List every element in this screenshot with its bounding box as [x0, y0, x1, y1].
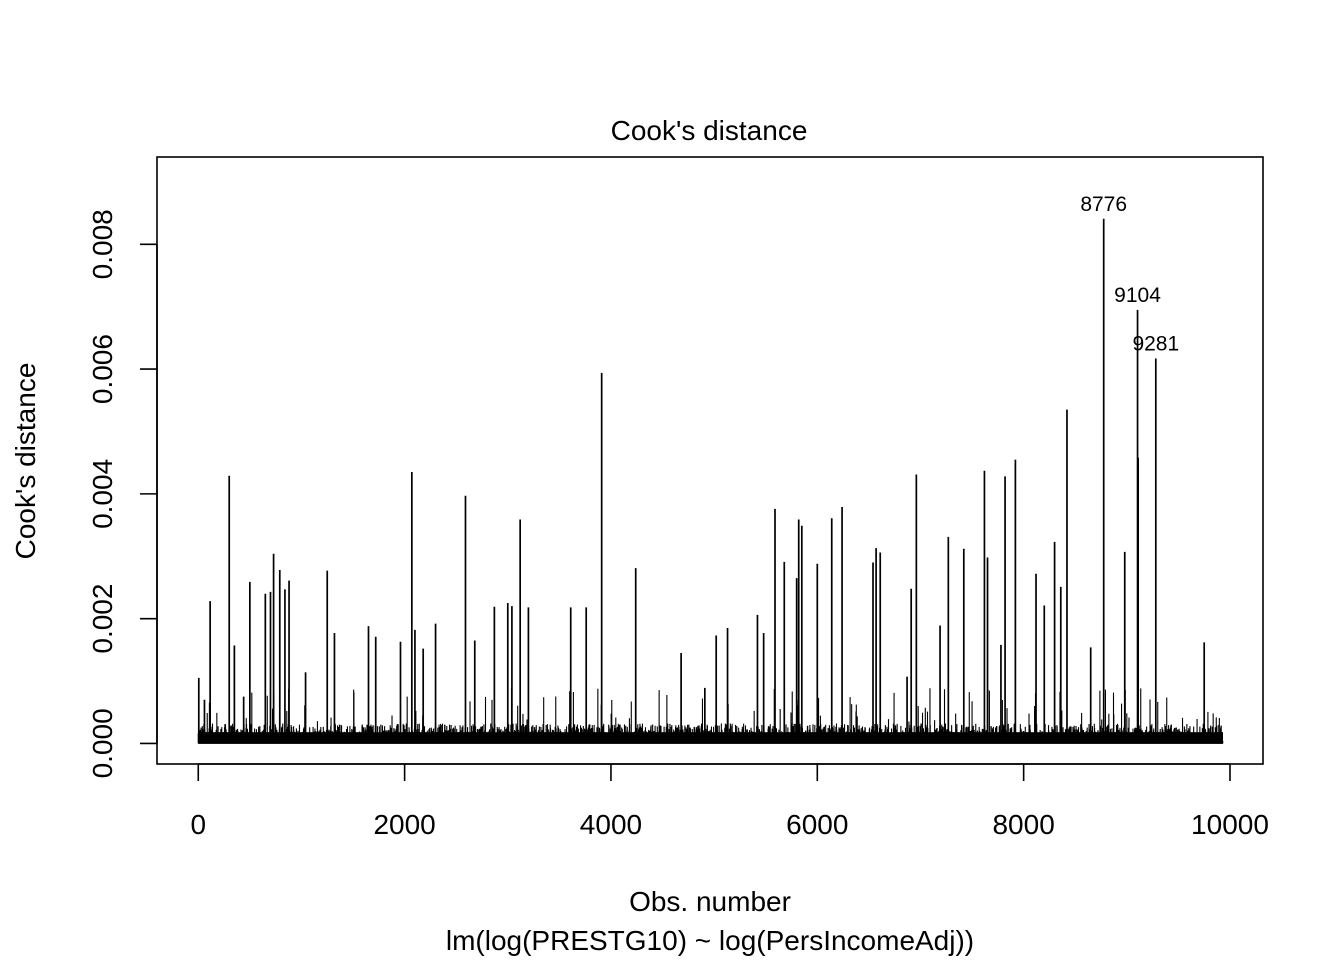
y-tick-label: 0.004 [87, 459, 118, 529]
observation-label: 8776 [1080, 193, 1127, 216]
plot-frame [156, 156, 1264, 765]
x-tick-label: 10000 [1191, 809, 1269, 840]
y-tick-label: 0.000 [87, 708, 118, 778]
point-labels: 8776 9104 9281 [1080, 193, 1179, 356]
model-formula: lm(log(PRESTG10) ~ log(PersIncomeAdj)) [446, 925, 974, 956]
bars-group [197, 218, 1224, 744]
x-tick-label: 2000 [373, 809, 435, 840]
y-tick-label: 0.006 [87, 334, 118, 404]
observation-label: 9281 [1132, 333, 1179, 356]
x-tick-label: 6000 [786, 809, 848, 840]
x-axis: 0 2000 4000 6000 8000 10000 [190, 763, 1269, 840]
y-tick-label: 0.002 [87, 584, 118, 654]
observation-label: 9104 [1114, 284, 1161, 307]
x-tick-label: 0 [190, 809, 206, 840]
y-axis-label: Cook's distance [10, 363, 41, 560]
x-tick-label: 4000 [580, 809, 642, 840]
chart-title: Cook's distance [611, 115, 808, 146]
observation-baseline [198, 732, 1223, 744]
x-tick-label: 8000 [992, 809, 1054, 840]
y-tick-label: 0.008 [87, 209, 118, 279]
y-axis: 0.000 0.002 0.004 0.006 0.008 [87, 209, 158, 778]
x-axis-label: Obs. number [629, 886, 791, 917]
